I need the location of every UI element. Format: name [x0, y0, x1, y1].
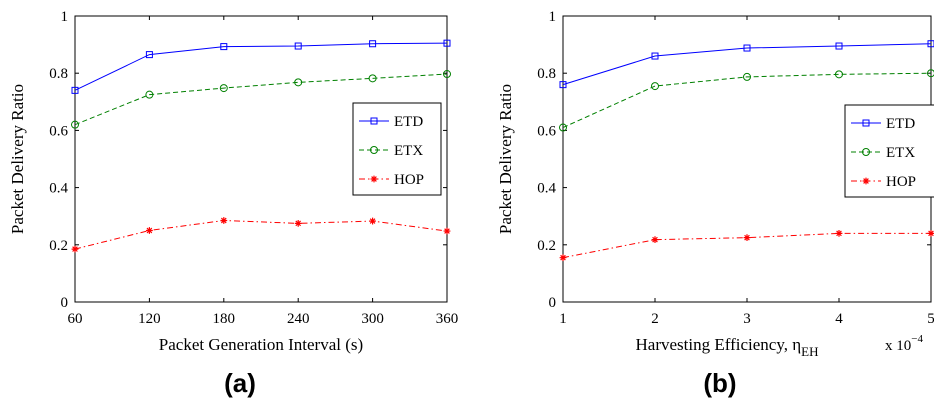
series-etx	[71, 70, 451, 129]
panel-label: (b)	[703, 368, 736, 398]
legend-marker	[862, 148, 870, 156]
legend-box	[844, 104, 934, 198]
series-etx	[559, 69, 934, 132]
x-tick-label: 60	[68, 311, 83, 327]
x-axis-label-text: Packet Generation Interval (s)	[159, 335, 363, 354]
legend-label: HOP	[886, 174, 916, 190]
x-tick-label: 360	[436, 311, 459, 327]
data-point-marker	[743, 234, 751, 242]
data-point-marker	[294, 219, 302, 227]
series-line	[562, 72, 932, 128]
data-point-marker	[369, 217, 376, 225]
x-tick-label: 240	[287, 311, 310, 327]
data-point-marker	[559, 123, 567, 132]
data-point-marker	[651, 52, 659, 60]
x-axis-label: Packet Generation Interval (s)	[159, 335, 363, 354]
x-tick-label: 5	[927, 311, 934, 327]
legend-marker	[862, 119, 870, 127]
chart-panel-2: 1 2 3 4 5 0 0.2 0.4 0.6 0.8 1 Packet Delivery Ratio…	[496, 9, 934, 398]
y-tick-label: 0.6	[537, 123, 556, 139]
plot-area-frame	[74, 15, 448, 303]
x-tick-label: 3	[743, 311, 751, 327]
series-line	[74, 73, 448, 126]
data-point-marker	[835, 229, 843, 237]
legend-label: ETX	[886, 145, 915, 161]
legend: ETD ETX HOP	[844, 104, 934, 198]
y-tick-label: 1	[61, 9, 69, 25]
data-point-marker	[651, 236, 659, 244]
y-tick-label: 0.4	[537, 181, 556, 197]
x-tick-label: 180	[213, 311, 236, 327]
data-point-marker	[146, 227, 153, 234]
y-tick-label: 0	[61, 295, 69, 311]
data-point-marker	[927, 229, 934, 237]
y-tick-label: 0	[549, 295, 557, 311]
legend-marker	[370, 146, 378, 154]
data-point-marker	[368, 74, 377, 83]
legend-marker	[370, 117, 378, 125]
y-tick-label: 0.2	[537, 238, 556, 254]
x-tick-label: 2	[651, 311, 659, 327]
data-point-marker	[559, 81, 567, 89]
x-tick-label: 300	[361, 311, 384, 327]
y-axis-label: Packet Delivery Ratio	[496, 84, 515, 234]
data-point-marker	[559, 254, 567, 262]
data-point-marker	[927, 40, 934, 48]
panel-label: (a)	[224, 368, 256, 398]
data-point-marker	[71, 120, 79, 129]
y-axis-label: Packet Delivery Ratio	[8, 84, 27, 234]
data-point-marker	[443, 70, 451, 79]
y-tick-label: 0.6	[49, 123, 68, 139]
x-axis-label-text: Harvesting Efficiency, η	[636, 335, 802, 354]
data-point-marker	[835, 70, 843, 79]
x-axis-label-subscript: EH	[801, 344, 818, 359]
x-multiplier-base: x 10	[885, 338, 911, 354]
series-hop	[559, 229, 934, 262]
x-multiplier-exponent: −4	[911, 333, 923, 345]
data-point-marker	[71, 245, 79, 253]
y-tick-label: 0.8	[49, 66, 68, 82]
x-tick-label: 4	[835, 311, 843, 327]
data-point-marker	[145, 90, 154, 99]
series-line	[562, 43, 932, 86]
data-point-marker	[294, 78, 303, 87]
series-line	[74, 219, 448, 250]
legend-marker	[370, 175, 378, 183]
data-point-marker	[71, 86, 79, 94]
legend-label: ETD	[886, 116, 915, 132]
x-multiplier: x 10−4	[885, 333, 923, 354]
x-tick-label: 120	[138, 311, 161, 327]
series-etd	[559, 40, 934, 89]
data-point-marker	[443, 227, 451, 235]
data-point-marker	[743, 44, 751, 52]
series-hop	[71, 217, 451, 253]
data-point-marker	[294, 42, 302, 50]
data-point-marker	[443, 39, 451, 47]
series-line	[74, 42, 448, 91]
y-tick-label: 0.2	[49, 238, 68, 254]
y-tick-label: 0.8	[537, 66, 556, 82]
data-point-marker	[220, 217, 228, 224]
data-point-marker	[743, 72, 751, 81]
data-point-marker	[145, 51, 153, 59]
data-point-marker	[369, 40, 377, 48]
legend-marker	[862, 177, 870, 185]
y-tick-label: 1	[549, 9, 557, 25]
chart-panel-1: 60 120 180 240 300 360 0 0.2 0.4 0.6 0.8 1 Packet De…	[8, 9, 458, 398]
legend-box	[352, 102, 442, 196]
x-axis-label: Harvesting Efficiency, ηEH	[636, 335, 819, 359]
legend: ETD ETX HOP	[352, 102, 442, 196]
series-etd	[71, 39, 451, 94]
data-point-marker	[651, 82, 659, 91]
legend-label: HOP	[394, 172, 424, 188]
x-tick-label: 1	[559, 311, 567, 327]
legend-label: ETD	[394, 114, 423, 130]
data-point-marker	[835, 42, 843, 50]
data-point-marker	[927, 69, 934, 78]
data-point-marker	[219, 84, 228, 93]
legend-label: ETX	[394, 143, 423, 159]
data-point-marker	[220, 43, 228, 51]
y-tick-label: 0.4	[49, 181, 68, 197]
